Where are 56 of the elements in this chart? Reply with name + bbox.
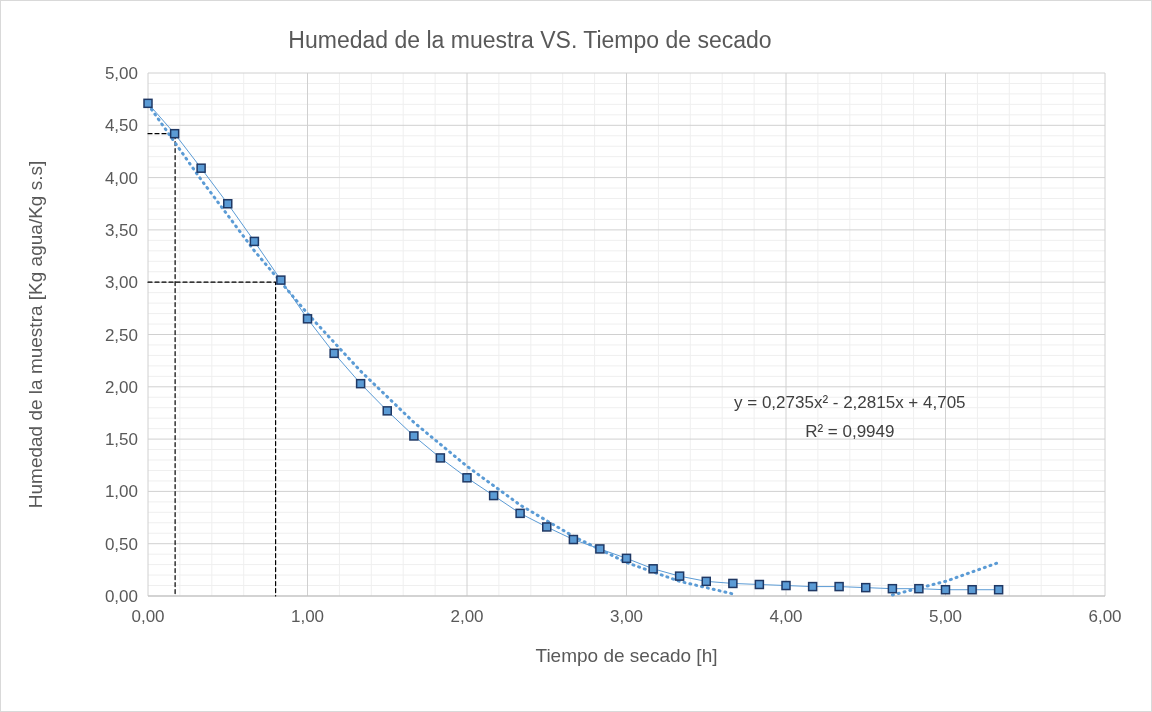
annotation: R² = 0,9949 xyxy=(805,421,895,441)
y-tick-label: 1,50 xyxy=(104,430,138,450)
point xyxy=(568,534,579,545)
y-tick-label: 3,00 xyxy=(104,273,138,293)
annotation: y = 0,2735x² - 2,2815x + 4,705 xyxy=(734,392,966,412)
y-tick-label: 3,50 xyxy=(104,220,138,240)
x-tick-label: 0,00 xyxy=(131,607,165,626)
point xyxy=(728,578,738,589)
y-tick-label: 0,00 xyxy=(104,587,138,606)
y-tick-label: 4,50 xyxy=(104,116,138,136)
point xyxy=(754,579,765,590)
point xyxy=(674,571,685,581)
point xyxy=(515,508,525,519)
point xyxy=(302,314,313,324)
point xyxy=(355,378,366,389)
point xyxy=(462,473,472,483)
point xyxy=(276,275,286,285)
point xyxy=(993,584,1004,595)
point xyxy=(648,564,658,574)
point xyxy=(621,553,632,564)
point xyxy=(382,406,392,416)
y-axis-title: Humedad de la muestra [Kg agua/Kg s.s] xyxy=(25,160,46,509)
point xyxy=(488,490,499,501)
point xyxy=(834,581,844,592)
y-tick-label: 1,00 xyxy=(104,482,138,502)
point xyxy=(329,348,339,359)
point xyxy=(887,583,898,594)
y-tick-label: 2,00 xyxy=(104,377,138,397)
point xyxy=(701,576,711,587)
point xyxy=(967,584,977,595)
point xyxy=(595,544,605,554)
point xyxy=(223,199,233,209)
y-tick-label: 0,50 xyxy=(104,534,138,554)
point xyxy=(781,580,791,591)
x-tick-label: 6,00 xyxy=(1088,607,1122,626)
x-tick-label: 1,00 xyxy=(290,607,325,626)
x-tick-label: 4,00 xyxy=(769,607,803,626)
y-tick-label: 2,50 xyxy=(104,325,138,345)
point xyxy=(249,236,260,247)
x-tick-label: 5,00 xyxy=(928,607,963,626)
x-axis-title: Tiempo de secado [h] xyxy=(535,645,718,666)
x-tick-label: 3,00 xyxy=(609,607,644,626)
point xyxy=(542,522,552,532)
point xyxy=(143,98,153,109)
x-tick-label: 2,00 xyxy=(450,607,484,626)
point xyxy=(914,583,924,594)
point xyxy=(861,582,871,593)
chart-title: Humedad de la muestra VS. Tiempo de secado xyxy=(288,27,772,53)
point xyxy=(807,581,818,592)
y-tick-label: 4,00 xyxy=(104,168,138,188)
y-tick-label: 5,00 xyxy=(104,64,138,83)
point xyxy=(409,431,419,441)
point xyxy=(435,453,446,463)
point xyxy=(169,128,180,139)
point xyxy=(196,163,206,173)
point xyxy=(940,584,951,595)
